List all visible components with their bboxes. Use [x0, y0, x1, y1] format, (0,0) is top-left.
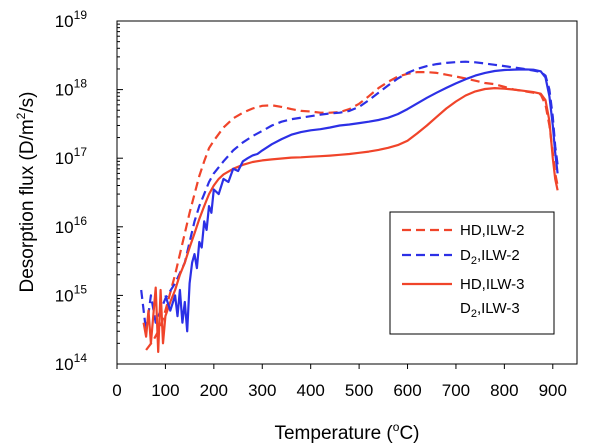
series-line-3	[142, 87, 559, 353]
x-tick-label: 500	[345, 381, 373, 400]
y-tick-label: 1015	[55, 282, 88, 305]
x-axis: 0 100 200 300 400 500 600 700 800 900	[112, 364, 567, 400]
x-tick-label: 200	[200, 381, 228, 400]
series-line-2	[140, 60, 559, 333]
legend-label-1: HD,ILW-2	[460, 222, 524, 239]
plot-frame	[116, 20, 578, 365]
x-tick-label: 600	[393, 381, 421, 400]
y-tick-label: 1019	[55, 8, 88, 31]
x-tick-label: 300	[248, 381, 276, 400]
series-layer	[140, 60, 559, 353]
legend-label-3: HD,ILW-3	[460, 276, 524, 293]
series-line-4	[164, 68, 559, 333]
x-tick-label: 100	[151, 381, 179, 400]
x-tick-label: 0	[112, 381, 121, 400]
y-tick-label: 1016	[55, 214, 88, 237]
x-axis-title: Temperature (oC)	[274, 420, 419, 444]
legend-box	[389, 211, 555, 335]
x-tick-label: 800	[490, 381, 518, 400]
legend-label-4: D2,ILW-3	[460, 300, 520, 320]
y-tick-label: 1018	[55, 77, 88, 100]
plot-area	[116, 20, 578, 365]
series-line-1	[145, 71, 559, 351]
y-axis-title: Desorption flux (D/m2/s)	[14, 92, 38, 293]
y-tick-label: 1014	[55, 351, 88, 374]
x-tick-label: 400	[296, 381, 324, 400]
legend-label-2: D2,ILW-2	[460, 247, 520, 267]
legend: HD,ILW-2 D2,ILW-2 HD,ILW-3 D2,ILW-3	[389, 211, 555, 335]
x-tick-label: 700	[442, 381, 470, 400]
y-axis: 1014 1015 1016 1017 1018 1019	[55, 8, 123, 374]
y-tick-label: 1017	[55, 145, 88, 168]
x-tick-label: 900	[539, 381, 567, 400]
